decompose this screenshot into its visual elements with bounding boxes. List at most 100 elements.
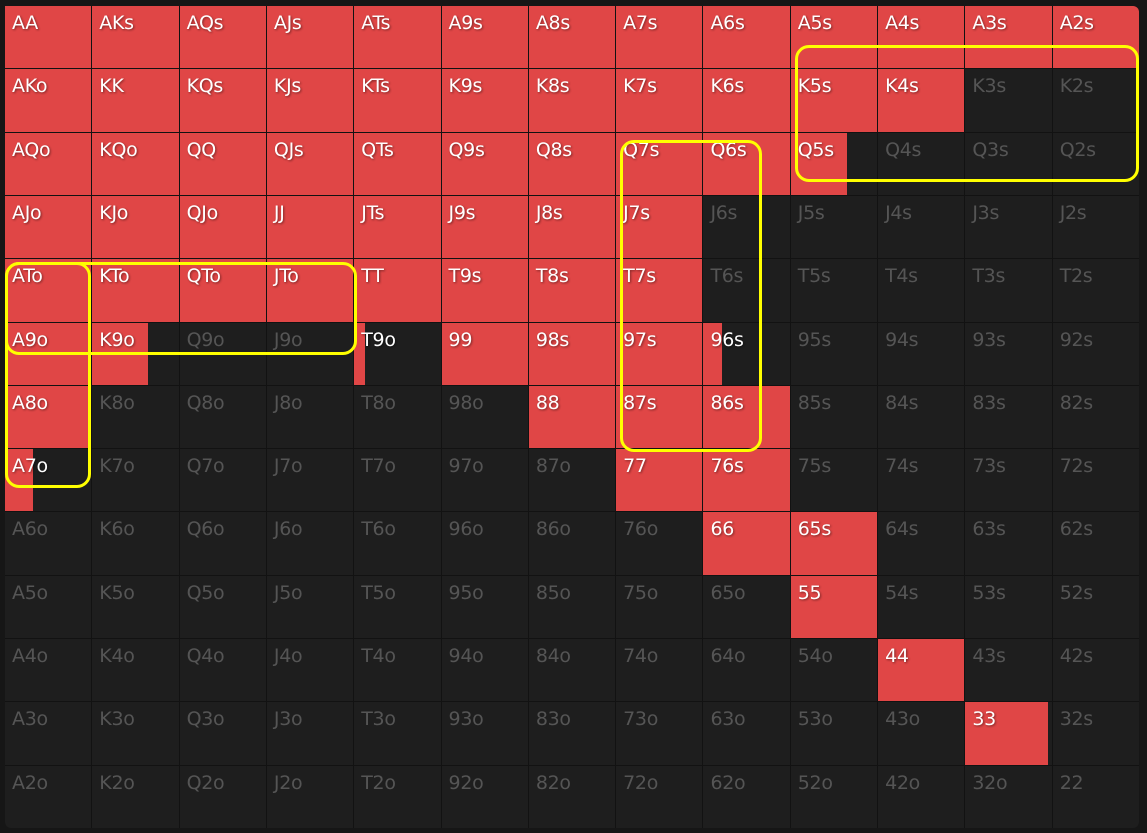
hand-cell-98s[interactable]: 98s: [528, 322, 616, 385]
hand-cell-T2o[interactable]: T2o: [354, 765, 441, 828]
hand-cell-22[interactable]: 22: [1052, 765, 1139, 828]
hand-cell-72s[interactable]: 72s: [1052, 449, 1139, 512]
hand-cell-87s[interactable]: 87s: [616, 385, 703, 449]
hand-cell-KTs[interactable]: KTs: [354, 69, 441, 132]
hand-cell-A7s[interactable]: A7s: [616, 6, 703, 69]
hand-cell-J2o[interactable]: J2o: [266, 765, 354, 828]
hand-cell-A3s[interactable]: A3s: [965, 6, 1052, 69]
hand-cell-Q4s[interactable]: Q4s: [878, 132, 965, 195]
hand-cell-Q9o[interactable]: Q9o: [179, 322, 266, 385]
hand-cell-A6o[interactable]: A6o: [5, 512, 92, 575]
hand-cell-T2s[interactable]: T2s: [1052, 259, 1139, 322]
hand-cell-J7s[interactable]: J7s: [616, 195, 703, 259]
hand-cell-97o[interactable]: 97o: [441, 449, 528, 512]
hand-cell-AQs[interactable]: AQs: [179, 6, 266, 69]
hand-cell-Q3o[interactable]: Q3o: [179, 702, 266, 765]
hand-cell-T8s[interactable]: T8s: [528, 259, 616, 322]
hand-cell-75o[interactable]: 75o: [616, 575, 703, 639]
hand-cell-43s[interactable]: 43s: [965, 639, 1052, 702]
hand-cell-T8o[interactable]: T8o: [354, 385, 441, 449]
hand-cell-K6s[interactable]: K6s: [703, 69, 790, 132]
hand-cell-76s[interactable]: 76s: [703, 449, 790, 512]
hand-cell-K2o[interactable]: K2o: [92, 765, 179, 828]
hand-cell-T9s[interactable]: T9s: [441, 259, 528, 322]
hand-cell-ATs[interactable]: ATs: [354, 6, 441, 69]
hand-cell-93o[interactable]: 93o: [441, 702, 528, 765]
hand-cell-A4o[interactable]: A4o: [5, 639, 92, 702]
hand-cell-77[interactable]: 77: [616, 449, 703, 512]
hand-cell-K3o[interactable]: K3o: [92, 702, 179, 765]
hand-cell-T6s[interactable]: T6s: [703, 259, 790, 322]
hand-cell-A8s[interactable]: A8s: [528, 6, 616, 69]
hand-cell-63s[interactable]: 63s: [965, 512, 1052, 575]
hand-cell-62o[interactable]: 62o: [703, 765, 790, 828]
hand-cell-J3o[interactable]: J3o: [266, 702, 354, 765]
hand-cell-42o[interactable]: 42o: [878, 765, 965, 828]
hand-cell-74s[interactable]: 74s: [878, 449, 965, 512]
hand-cell-Q6o[interactable]: Q6o: [179, 512, 266, 575]
hand-cell-KQo[interactable]: KQo: [92, 132, 179, 195]
hand-cell-J5o[interactable]: J5o: [266, 575, 354, 639]
hand-cell-Q5o[interactable]: Q5o: [179, 575, 266, 639]
hand-cell-TT[interactable]: TT: [354, 259, 441, 322]
hand-cell-QJs[interactable]: QJs: [266, 132, 354, 195]
hand-cell-A3o[interactable]: A3o: [5, 702, 92, 765]
hand-cell-QJo[interactable]: QJo: [179, 195, 266, 259]
hand-cell-76o[interactable]: 76o: [616, 512, 703, 575]
hand-cell-63o[interactable]: 63o: [703, 702, 790, 765]
hand-cell-JTo[interactable]: JTo: [266, 259, 354, 322]
hand-cell-82s[interactable]: 82s: [1052, 385, 1139, 449]
hand-cell-T5s[interactable]: T5s: [790, 259, 878, 322]
hand-cell-73s[interactable]: 73s: [965, 449, 1052, 512]
hand-cell-K3s[interactable]: K3s: [965, 69, 1052, 132]
hand-cell-AJo[interactable]: AJo: [5, 195, 92, 259]
hand-cell-AQo[interactable]: AQo: [5, 132, 92, 195]
hand-cell-J6s[interactable]: J6s: [703, 195, 790, 259]
hand-cell-Q5s[interactable]: Q5s: [790, 132, 878, 195]
hand-cell-T7o[interactable]: T7o: [354, 449, 441, 512]
hand-cell-42s[interactable]: 42s: [1052, 639, 1139, 702]
hand-cell-92s[interactable]: 92s: [1052, 322, 1139, 385]
hand-cell-J9s[interactable]: J9s: [441, 195, 528, 259]
hand-cell-KQs[interactable]: KQs: [179, 69, 266, 132]
hand-cell-A7o[interactable]: A7o: [5, 449, 92, 512]
hand-cell-QTs[interactable]: QTs: [354, 132, 441, 195]
hand-cell-AKo[interactable]: AKo: [5, 69, 92, 132]
hand-cell-T3s[interactable]: T3s: [965, 259, 1052, 322]
hand-cell-A8o[interactable]: A8o: [5, 385, 92, 449]
hand-cell-A2o[interactable]: A2o: [5, 765, 92, 828]
hand-cell-QTo[interactable]: QTo: [179, 259, 266, 322]
hand-cell-J8o[interactable]: J8o: [266, 385, 354, 449]
hand-cell-K4o[interactable]: K4o: [92, 639, 179, 702]
hand-cell-85s[interactable]: 85s: [790, 385, 878, 449]
hand-cell-A5s[interactable]: A5s: [790, 6, 878, 69]
hand-cell-32s[interactable]: 32s: [1052, 702, 1139, 765]
hand-cell-A9s[interactable]: A9s: [441, 6, 528, 69]
hand-cell-A4s[interactable]: A4s: [878, 6, 965, 69]
hand-cell-94o[interactable]: 94o: [441, 639, 528, 702]
hand-cell-32o[interactable]: 32o: [965, 765, 1052, 828]
hand-cell-J2s[interactable]: J2s: [1052, 195, 1139, 259]
hand-cell-Q4o[interactable]: Q4o: [179, 639, 266, 702]
hand-cell-AKs[interactable]: AKs: [92, 6, 179, 69]
hand-cell-Q3s[interactable]: Q3s: [965, 132, 1052, 195]
hand-cell-86o[interactable]: 86o: [528, 512, 616, 575]
hand-cell-KTo[interactable]: KTo: [92, 259, 179, 322]
hand-cell-K7o[interactable]: K7o: [92, 449, 179, 512]
hand-cell-AJs[interactable]: AJs: [266, 6, 354, 69]
hand-cell-74o[interactable]: 74o: [616, 639, 703, 702]
hand-cell-J5s[interactable]: J5s: [790, 195, 878, 259]
hand-cell-83s[interactable]: 83s: [965, 385, 1052, 449]
hand-cell-54s[interactable]: 54s: [878, 575, 965, 639]
hand-cell-85o[interactable]: 85o: [528, 575, 616, 639]
hand-cell-J6o[interactable]: J6o: [266, 512, 354, 575]
hand-cell-Q6s[interactable]: Q6s: [703, 132, 790, 195]
hand-cell-52o[interactable]: 52o: [790, 765, 878, 828]
hand-cell-KJs[interactable]: KJs: [266, 69, 354, 132]
hand-cell-62s[interactable]: 62s: [1052, 512, 1139, 575]
hand-cell-K5o[interactable]: K5o: [92, 575, 179, 639]
hand-cell-J4s[interactable]: J4s: [878, 195, 965, 259]
hand-cell-K4s[interactable]: K4s: [878, 69, 965, 132]
hand-cell-K7s[interactable]: K7s: [616, 69, 703, 132]
hand-cell-82o[interactable]: 82o: [528, 765, 616, 828]
